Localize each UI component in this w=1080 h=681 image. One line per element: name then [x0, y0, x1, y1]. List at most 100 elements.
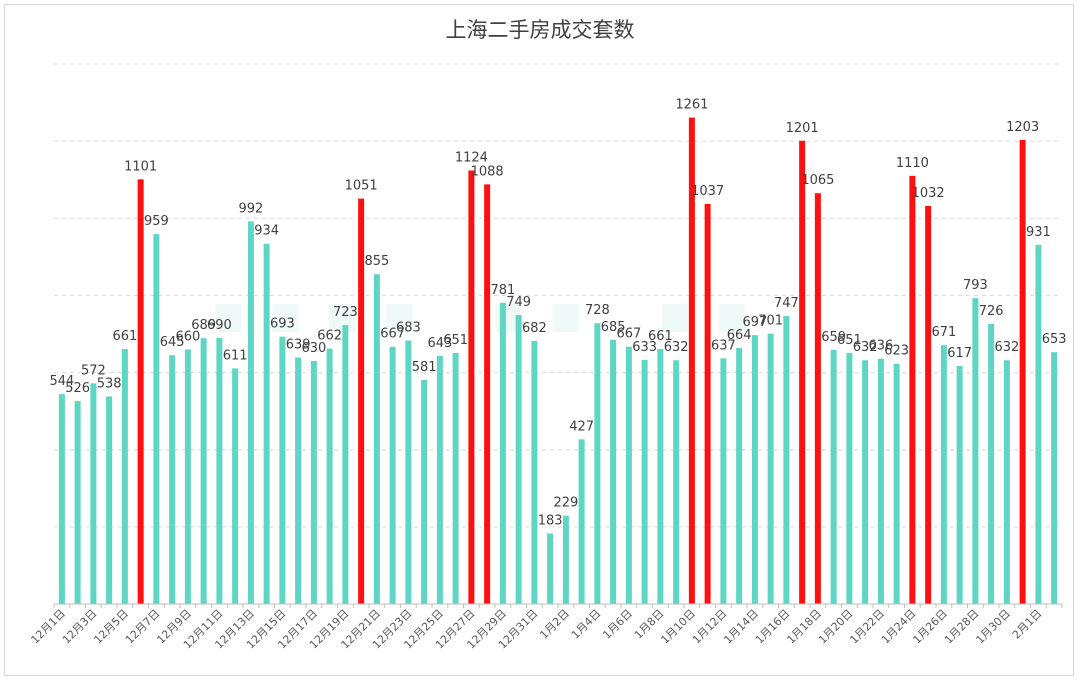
- value-label: 671: [931, 325, 956, 340]
- value-label: 1088: [471, 164, 504, 179]
- value-label: 959: [144, 214, 169, 229]
- value-label: 1037: [691, 184, 724, 199]
- bar: [956, 366, 963, 604]
- bar: [1051, 352, 1058, 604]
- bar: [751, 335, 758, 604]
- value-label: 667: [380, 327, 405, 342]
- bar: [515, 315, 522, 604]
- bar: [169, 355, 176, 604]
- value-label: 427: [569, 419, 594, 434]
- value-label: 538: [97, 376, 122, 391]
- bar: [1003, 360, 1010, 604]
- bar: [972, 298, 979, 604]
- bar: [578, 439, 585, 604]
- value-label: 747: [774, 296, 799, 311]
- value-label: 653: [1042, 332, 1067, 347]
- value-label: 229: [553, 496, 578, 511]
- bar: [342, 325, 349, 604]
- value-label: 697: [742, 315, 767, 330]
- value-label: 726: [979, 304, 1004, 319]
- value-label: 690: [207, 318, 232, 333]
- value-label: 617: [947, 346, 972, 361]
- bar: [799, 140, 806, 604]
- bar: [310, 361, 317, 604]
- value-label: 1201: [786, 121, 819, 136]
- value-label: 1124: [455, 150, 488, 165]
- value-label: 544: [49, 374, 74, 389]
- bar: [909, 175, 916, 604]
- value-label: 728: [585, 303, 610, 318]
- value-label: 633: [632, 340, 657, 355]
- value-label: 632: [994, 340, 1019, 355]
- bar: [74, 401, 81, 604]
- value-label: 632: [664, 340, 689, 355]
- value-label: 526: [65, 381, 90, 396]
- value-label: 636: [868, 339, 893, 354]
- bar: [594, 323, 601, 604]
- bar: [720, 358, 727, 604]
- value-label: 630: [301, 341, 326, 356]
- bar: [90, 383, 97, 604]
- value-label: 639: [286, 338, 311, 353]
- bar: [814, 193, 821, 604]
- value-label: 685: [601, 320, 626, 335]
- value-label: 651: [443, 333, 468, 348]
- bar: [940, 345, 947, 604]
- value-label: 749: [506, 295, 531, 310]
- watermark: ···· ·· ··: [200, 232, 760, 406]
- value-label: 1110: [896, 156, 929, 171]
- bar: [358, 198, 365, 604]
- value-label: 651: [837, 333, 862, 348]
- bar: [200, 338, 207, 604]
- bar: [263, 243, 270, 604]
- value-label: 1261: [675, 98, 708, 113]
- bar: [877, 358, 884, 604]
- bar: [625, 346, 632, 604]
- value-label: 1051: [345, 179, 378, 194]
- bar: [121, 349, 128, 604]
- bar: [216, 337, 223, 604]
- value-label: 662: [317, 329, 342, 344]
- value-label: 623: [884, 344, 909, 359]
- x-tick-label: 1月2日: [537, 607, 572, 642]
- value-label: 660: [175, 329, 200, 344]
- value-label: 643: [427, 336, 452, 351]
- bar: [704, 204, 711, 604]
- value-label: 931: [1026, 225, 1051, 240]
- value-label: 183: [538, 513, 563, 528]
- bars: [58, 117, 1058, 605]
- bar: [641, 359, 648, 604]
- bar: [1019, 139, 1026, 604]
- bar: [184, 349, 191, 604]
- bar: [862, 360, 869, 604]
- bar: [421, 379, 428, 604]
- value-label: 992: [238, 201, 263, 216]
- bar: [657, 349, 664, 604]
- value-label: 693: [270, 317, 295, 332]
- value-label: 1101: [124, 159, 157, 174]
- value-label: 934: [254, 224, 279, 239]
- value-label: 664: [727, 328, 752, 343]
- bar: [279, 336, 286, 604]
- bar: [783, 315, 790, 604]
- bar: [673, 360, 680, 604]
- bar: [58, 394, 65, 604]
- bar: [893, 363, 900, 604]
- bar: [547, 533, 554, 604]
- bar: [610, 339, 617, 604]
- bar: [499, 302, 506, 604]
- bar: [389, 346, 396, 604]
- bar: [452, 352, 459, 604]
- bar: [373, 274, 380, 604]
- bar: [767, 333, 774, 604]
- bar: [830, 349, 837, 604]
- value-label: 781: [490, 283, 515, 298]
- bar: [295, 357, 302, 604]
- value-label: 637: [711, 338, 736, 353]
- bar: [137, 179, 144, 605]
- bar: [484, 184, 491, 605]
- x-axis: 12月1日12月3日12月5日12月7日12月9日12月11日12月13日12月…: [28, 603, 1063, 651]
- value-label: 661: [648, 329, 673, 344]
